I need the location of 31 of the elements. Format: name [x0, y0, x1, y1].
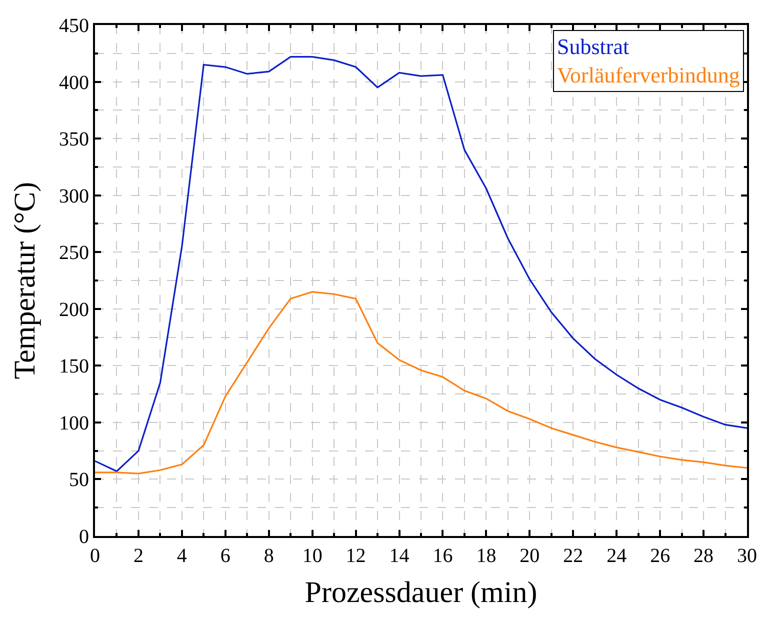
text: Vorläuferverbindung	[557, 62, 740, 88]
y-tick-label: 350	[59, 128, 89, 151]
y-axis-title: Temperatur (°C)	[8, 182, 42, 380]
y-tick-label: 0	[79, 526, 89, 548]
x-tick-label: 14	[389, 545, 410, 567]
x-tick-label: 30	[737, 545, 757, 567]
x-tick-label: 8	[264, 545, 274, 567]
x-tick-label: 18	[476, 545, 496, 567]
text: Substrat	[557, 34, 630, 59]
line-series	[95, 291, 747, 474]
line-series	[95, 56, 747, 472]
x-tick-label: 2	[133, 545, 144, 567]
x-tick-label: 10	[302, 545, 322, 567]
x-tick-label: 12	[346, 545, 366, 567]
x-tick-label: 28	[694, 545, 714, 567]
y-tick-label: 300	[59, 185, 89, 208]
x-tick-label: 22	[563, 545, 584, 567]
x-tick-label: 6	[220, 545, 230, 567]
y-tick-label: 400	[59, 72, 89, 94]
y-tick-label: 100	[59, 412, 89, 434]
x-tick-label: 24	[606, 545, 627, 567]
y-tick-label: 50	[69, 469, 89, 492]
x-tick-label: 16	[432, 545, 453, 567]
x-tick-label: 20	[520, 545, 540, 567]
y-tick-label: 200	[59, 298, 89, 321]
y-tick-label: 250	[59, 242, 89, 264]
x-tick-label: 26	[650, 545, 670, 567]
y-tick-label: 450	[59, 15, 89, 37]
x-axis-title: Prozessdauer (min)	[304, 576, 538, 609]
x-tick-label: 4	[176, 545, 187, 567]
y-tick-label: 150	[59, 356, 89, 378]
